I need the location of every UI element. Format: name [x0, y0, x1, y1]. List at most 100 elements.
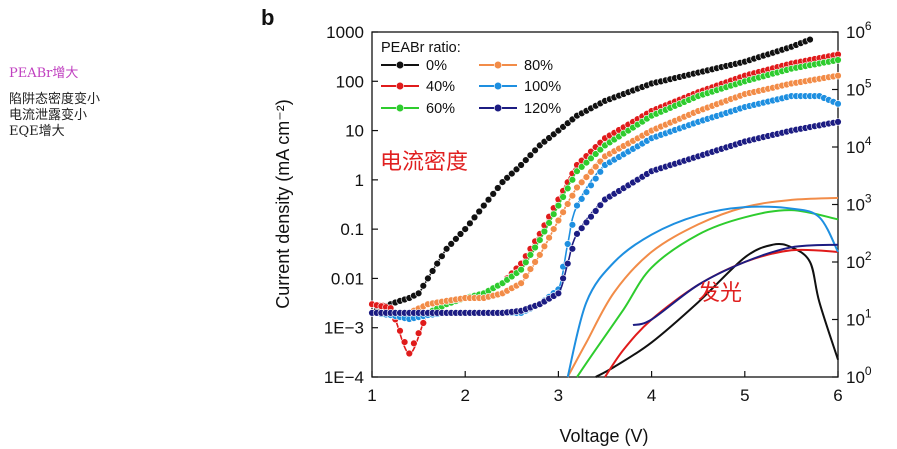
- y-left-tick-label: 1E−3: [324, 319, 364, 338]
- legend-entry-label: 120%: [524, 101, 561, 117]
- note-peabr-increase: PEABr增大: [9, 66, 79, 81]
- y-right-tick-label: 105: [846, 77, 872, 100]
- x-tick-label: 5: [740, 386, 749, 405]
- y-right-tick-exponent: 2: [865, 249, 872, 263]
- current-point-100pct: [591, 174, 600, 183]
- current-point-0pct: [447, 240, 455, 248]
- y-right-tick-exponent: 5: [865, 77, 872, 91]
- luminance-line-80pct: [566, 196, 839, 378]
- current-point-0pct: [461, 225, 469, 233]
- current-point-60pct: [563, 184, 572, 193]
- current-point-80pct: [531, 258, 539, 266]
- x-tick-label: 4: [647, 386, 656, 405]
- current-point-120pct: [559, 274, 567, 283]
- y-right-tick-label: 101: [846, 307, 872, 330]
- current-point-0pct: [484, 196, 493, 204]
- current-point-0pct: [806, 35, 814, 44]
- current-point-80pct: [573, 183, 581, 192]
- current-point-100pct: [596, 168, 604, 176]
- y-right-tick-label: 103: [846, 192, 872, 215]
- current-point-80pct: [526, 265, 535, 273]
- y-left-tick-label: 0.01: [331, 269, 364, 288]
- note-eqe: EQE增大: [9, 124, 65, 139]
- current-point-120pct: [587, 213, 595, 221]
- current-point-100pct: [587, 181, 595, 190]
- luminance-line-100pct: [566, 205, 839, 378]
- current-point-40pct: [410, 339, 418, 347]
- current-point-120pct: [577, 224, 586, 232]
- current-point-60pct: [531, 243, 539, 252]
- y-right-tick-exponent: 3: [865, 192, 872, 206]
- y-axis-label-left: Current density (mA cm⁻²): [273, 99, 293, 309]
- current-point-0pct: [433, 259, 441, 268]
- legend-entry-label: 80%: [524, 58, 553, 74]
- current-point-0pct: [475, 207, 483, 216]
- y-left-tick-label: 100: [336, 72, 364, 91]
- current-point-0pct: [480, 201, 488, 210]
- current-point-100pct: [568, 221, 577, 229]
- x-axis-label: Voltage (V): [559, 426, 648, 446]
- luminance-curves: [566, 196, 839, 378]
- y-right-tick-label: 104: [846, 134, 872, 157]
- panel-label: b: [261, 5, 274, 30]
- legend-entry-label: 0%: [426, 58, 447, 74]
- legend-title: PEABr ratio:: [381, 40, 461, 56]
- current-point-0pct: [466, 219, 474, 228]
- legend-swatch-marker: [395, 81, 405, 91]
- legend-swatch-marker: [493, 81, 503, 91]
- current-point-120pct: [554, 289, 563, 297]
- legend-entry-label: 40%: [426, 79, 455, 95]
- legend-entry-label: 100%: [524, 79, 561, 95]
- luminance-line-60pct: [576, 209, 839, 378]
- current-point-120pct: [573, 230, 581, 238]
- luminance-line-40pct: [604, 248, 839, 378]
- annotation-luminance: 发光: [698, 281, 742, 306]
- y-left-tick-label: 0.1: [340, 220, 364, 239]
- x-tick-label: 1: [367, 386, 376, 405]
- current-point-0pct: [526, 151, 535, 159]
- current-point-60pct: [549, 210, 558, 218]
- y-right-tick-exponent: 4: [865, 134, 872, 148]
- legend-swatch-marker: [493, 60, 503, 70]
- current-point-40pct: [414, 329, 423, 337]
- current-point-60pct: [517, 266, 525, 274]
- current-point-0pct: [438, 252, 446, 260]
- current-point-100pct: [573, 201, 581, 210]
- x-tick-label: 3: [554, 386, 563, 405]
- current-point-0pct: [424, 274, 432, 283]
- current-point-60pct: [577, 163, 586, 171]
- current-point-80pct: [522, 272, 530, 280]
- current-density-curves: [368, 35, 842, 358]
- current-point-60pct: [596, 146, 604, 154]
- current-point-60pct: [587, 154, 595, 163]
- current-point-80pct: [545, 234, 553, 242]
- current-point-80pct: [587, 168, 595, 176]
- y-right-tick-exponent: 0: [865, 364, 872, 378]
- current-point-80pct: [563, 200, 572, 208]
- current-point-80pct: [536, 251, 544, 259]
- current-point-120pct: [596, 201, 604, 209]
- current-point-60pct: [834, 56, 842, 64]
- current-point-80pct: [559, 208, 567, 216]
- current-point-80pct: [834, 71, 842, 80]
- current-point-0pct: [517, 161, 525, 169]
- luminance-line-120pct: [632, 243, 839, 327]
- current-point-0pct: [522, 156, 530, 164]
- current-point-120pct: [582, 218, 591, 227]
- luminance-line-0pct: [595, 242, 839, 378]
- current-point-60pct: [536, 236, 544, 244]
- x-tick-label: 2: [460, 386, 469, 405]
- current-point-0pct: [498, 178, 507, 186]
- current-point-0pct: [452, 235, 460, 243]
- current-point-60pct: [526, 251, 535, 259]
- current-point-0pct: [414, 289, 423, 297]
- current-point-0pct: [428, 267, 437, 275]
- current-point-120pct: [563, 259, 572, 268]
- annotation-notes: PEABr增大 陷阱态密度变小 电流泄露变小 EQE增大: [9, 66, 100, 140]
- current-point-60pct: [568, 176, 577, 184]
- current-point-60pct: [554, 201, 563, 210]
- y-left-tick-label: 1000: [326, 23, 364, 42]
- current-point-80pct: [517, 279, 525, 287]
- current-point-80pct: [568, 192, 577, 200]
